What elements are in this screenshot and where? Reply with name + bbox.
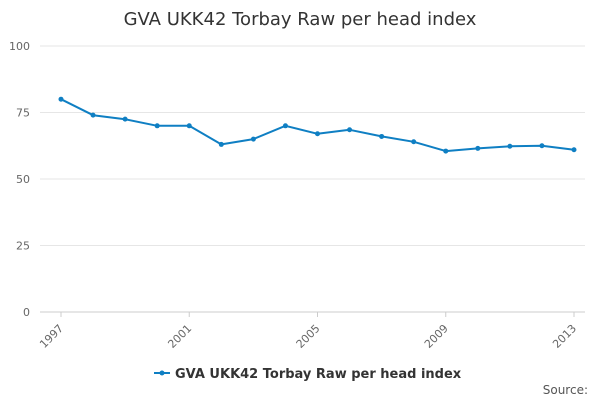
data-point[interactable] [539,143,545,149]
data-point[interactable] [411,139,417,145]
y-axis-ticks: 0 25 50 75 100 [9,40,30,319]
legend-label: GVA UKK42 Torbay Raw per head index [175,367,462,382]
y-tick-label: 25 [16,240,30,253]
x-tick-label: 2005 [294,322,323,351]
data-point[interactable] [379,133,385,139]
data-point[interactable] [186,123,192,129]
data-point[interactable] [315,131,320,137]
data-point[interactable] [571,147,577,153]
x-axis-ticks: 1997 2001 2005 2009 2013 [37,312,579,351]
x-tick-label: 2013 [550,322,579,351]
legend-swatch-marker [159,370,165,376]
data-point[interactable] [154,123,160,129]
data-point[interactable] [250,136,256,142]
data-point[interactable] [90,112,96,118]
data-point[interactable] [122,116,128,122]
data-point[interactable] [282,123,288,129]
x-tick-label: 2009 [422,322,451,351]
source-label[interactable]: Source: [543,383,588,397]
x-tick-label: 1997 [37,322,66,351]
chart-title: GVA UKK42 Torbay Raw per head index [124,9,477,30]
y-tick-label: 75 [16,107,30,120]
data-point[interactable] [475,145,481,151]
series-line [60,98,575,153]
y-tick-label: 100 [9,40,30,53]
data-point[interactable] [507,143,513,149]
data-point[interactable] [347,127,353,133]
data-point[interactable] [218,141,224,147]
legend[interactable]: GVA UKK42 Torbay Raw per head index [154,367,462,382]
series-group [58,96,577,154]
y-tick-label: 50 [16,173,30,186]
grid-lines [40,45,585,246]
x-tick-label: 2001 [165,322,194,351]
y-tick-label: 0 [23,306,30,319]
data-point[interactable] [58,96,64,102]
data-point[interactable] [443,148,449,154]
